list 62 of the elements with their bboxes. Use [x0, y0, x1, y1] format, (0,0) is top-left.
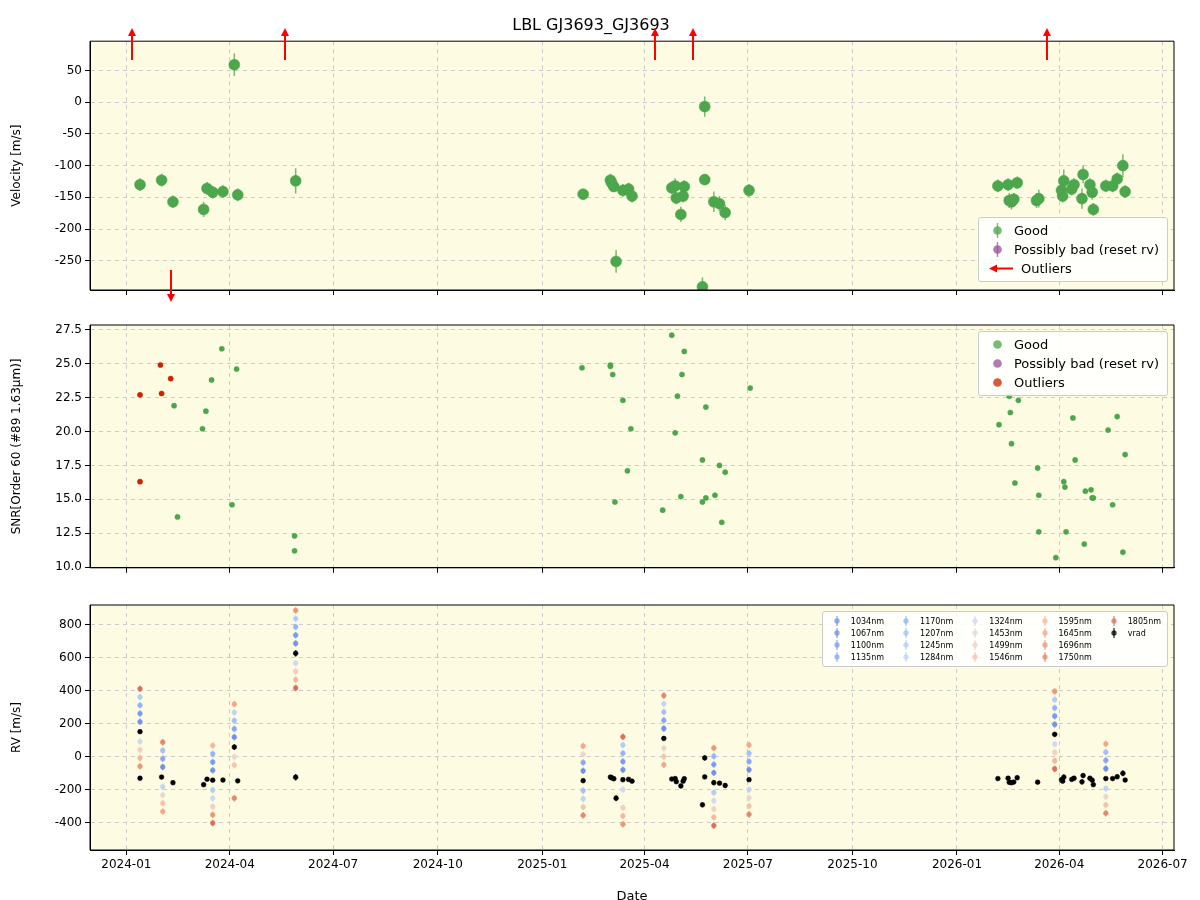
legend-label: 1453nm	[989, 628, 1023, 638]
legend-label: Outliers	[1020, 261, 1072, 276]
y-tick-label: 12.5	[55, 525, 82, 540]
y-tick-label: -50	[62, 125, 82, 140]
x-tick-label: 2024-07	[308, 857, 359, 872]
legend-label: 1100nm	[850, 640, 885, 650]
y-tick-label: -400	[54, 814, 82, 829]
y-tick-label: 200	[59, 715, 82, 730]
legend-label: 1645nm	[1058, 628, 1092, 638]
x-tick-label: 2024-01	[101, 857, 152, 872]
x-tick-label: 2025-07	[722, 857, 773, 872]
x-tick-label: 2026-01	[931, 857, 983, 872]
y-tick-label: -150	[54, 189, 82, 204]
legend-label: 1595nm	[1058, 616, 1092, 626]
legend-label: Good	[1013, 223, 1049, 238]
y-tick-label: 27.5	[55, 321, 82, 336]
chart-title: LBL GJ3693_GJ3693	[512, 14, 670, 35]
y-tick-label: 25.0	[55, 355, 82, 370]
x-tick-label: 2024-10	[412, 857, 463, 872]
legend-label: 1805nm	[1127, 616, 1161, 626]
y-axis-title: SNR[Order 60 (#89 1.63μm)]	[9, 358, 24, 535]
y-tick-label: -200	[54, 781, 82, 796]
y-tick-label: 800	[59, 616, 82, 631]
y-tick-label: 22.5	[55, 389, 82, 404]
x-tick-label: 2025-04	[619, 857, 670, 872]
legend-label: Good	[1013, 337, 1049, 352]
legend-label: 1135nm	[850, 652, 885, 662]
legend-label: 1170nm	[920, 616, 954, 626]
legend-label: Outliers	[1013, 375, 1065, 390]
legend-label: Possibly bad (reset rv)	[1013, 242, 1159, 257]
y-tick-label: 400	[59, 682, 82, 697]
y-tick-label: 17.5	[55, 457, 82, 472]
x-tick-label: 2025-10	[827, 857, 878, 872]
legend-label: 1034nm	[850, 616, 885, 626]
x-tick-label: 2026-07	[1137, 857, 1188, 872]
legend-label: 1067nm	[850, 628, 885, 638]
legend-label: 1499nm	[989, 640, 1023, 650]
legend-label: 1750nm	[1058, 652, 1092, 662]
y-axis-title: Velocity [m/s]	[9, 124, 24, 207]
y-tick-label: 15.0	[55, 491, 82, 506]
legend-label: Possibly bad (reset rv)	[1013, 356, 1159, 371]
legend-label: 1207nm	[920, 628, 954, 638]
legend-label: 1696nm	[1058, 640, 1092, 650]
legend-label: 1324nm	[989, 616, 1023, 626]
x-axis-title: Date	[616, 887, 648, 900]
y-tick-label: -100	[54, 157, 82, 172]
y-tick-label: 0	[74, 94, 82, 109]
y-tick-label: 10.0	[55, 559, 82, 574]
y-tick-label: 0	[74, 748, 82, 763]
y-tick-label: 600	[59, 649, 82, 664]
y-tick-label: -250	[54, 252, 82, 267]
legend-label: vrad	[1127, 628, 1146, 638]
y-axis-title: RV [m/s]	[9, 701, 24, 754]
y-tick-label: -200	[54, 221, 82, 236]
x-tick-label: 2024-04	[204, 857, 255, 872]
x-tick-label: 2025-01	[517, 857, 568, 872]
legend-label: 1284nm	[920, 652, 954, 662]
legend-label: 1546nm	[989, 652, 1023, 662]
x-tick-label: 2026-04	[1034, 857, 1085, 872]
legend-label: 1245nm	[920, 640, 954, 650]
y-tick-label: 20.0	[55, 423, 82, 438]
y-tick-label: 50	[66, 62, 82, 77]
